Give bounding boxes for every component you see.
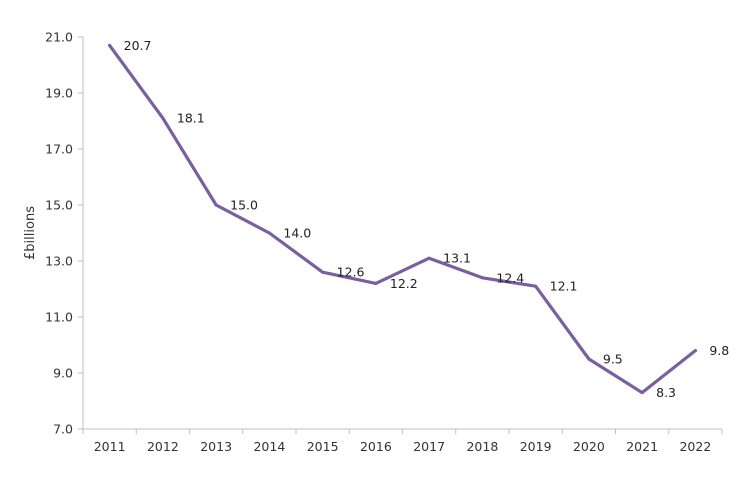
data-label: 9.5 bbox=[603, 352, 623, 367]
data-point bbox=[161, 116, 165, 120]
data-label: 13.1 bbox=[443, 251, 471, 266]
data-label: 18.1 bbox=[177, 111, 205, 126]
y-tick-label: 13.0 bbox=[45, 254, 73, 269]
data-point bbox=[108, 43, 112, 47]
data-point bbox=[267, 231, 271, 235]
data-point bbox=[534, 284, 538, 288]
series-line bbox=[108, 43, 697, 395]
y-tick-label: 21.0 bbox=[45, 30, 73, 45]
data-label: 12.2 bbox=[390, 276, 418, 291]
x-tick-label: 2017 bbox=[413, 439, 445, 454]
data-point bbox=[321, 270, 325, 274]
y-tick-label: 9.0 bbox=[53, 366, 73, 381]
data-point bbox=[640, 391, 644, 395]
data-label: 12.6 bbox=[337, 265, 365, 280]
x-tick-label: 2011 bbox=[94, 439, 126, 454]
chart-axes bbox=[82, 37, 722, 430]
data-point bbox=[480, 276, 484, 280]
x-tick-label: 2016 bbox=[360, 439, 392, 454]
data-label: 14.0 bbox=[283, 226, 311, 241]
x-tick-label: 2019 bbox=[520, 439, 552, 454]
y-tick-label: 17.0 bbox=[45, 142, 73, 157]
x-axis-ticks: 2011 2012 2013 2014 2015 2016 2017 2018 2019 2020… bbox=[82, 429, 723, 454]
data-label: 20.7 bbox=[124, 38, 152, 53]
data-point bbox=[214, 203, 218, 207]
x-tick-label: 2015 bbox=[307, 439, 339, 454]
data-label: 9.8 bbox=[709, 343, 729, 358]
x-tick-label: 2022 bbox=[679, 439, 711, 454]
y-tick-label: 15.0 bbox=[45, 198, 73, 213]
x-tick-label: 2018 bbox=[466, 439, 498, 454]
series-group bbox=[108, 43, 697, 395]
x-tick-label: 2014 bbox=[253, 439, 285, 454]
x-tick-label: 2012 bbox=[147, 439, 179, 454]
y-axis-title: £billions bbox=[23, 206, 38, 260]
data-point bbox=[427, 256, 431, 260]
y-axis-ticks: 7.0 9.0 11.0 13.0 15.0 17.0 19.0 21.0 bbox=[45, 30, 83, 437]
data-label: 8.3 bbox=[656, 385, 676, 400]
data-point bbox=[587, 357, 591, 361]
y-tick-label: 7.0 bbox=[53, 422, 73, 437]
data-labels: 20.7 18.1 15.0 14.0 12.6 12.2 13.1 12.4 12.1 9.5 8… bbox=[124, 38, 730, 400]
data-label: 12.4 bbox=[496, 270, 524, 285]
x-tick-label: 2013 bbox=[200, 439, 232, 454]
x-tick-label: 2021 bbox=[626, 439, 658, 454]
x-tick-label: 2020 bbox=[573, 439, 605, 454]
data-label: 12.1 bbox=[550, 279, 578, 294]
y-tick-label: 19.0 bbox=[45, 86, 73, 101]
y-tick-label: 11.0 bbox=[45, 310, 73, 325]
data-point bbox=[693, 349, 697, 353]
data-point bbox=[374, 281, 378, 285]
data-label: 15.0 bbox=[230, 198, 258, 213]
